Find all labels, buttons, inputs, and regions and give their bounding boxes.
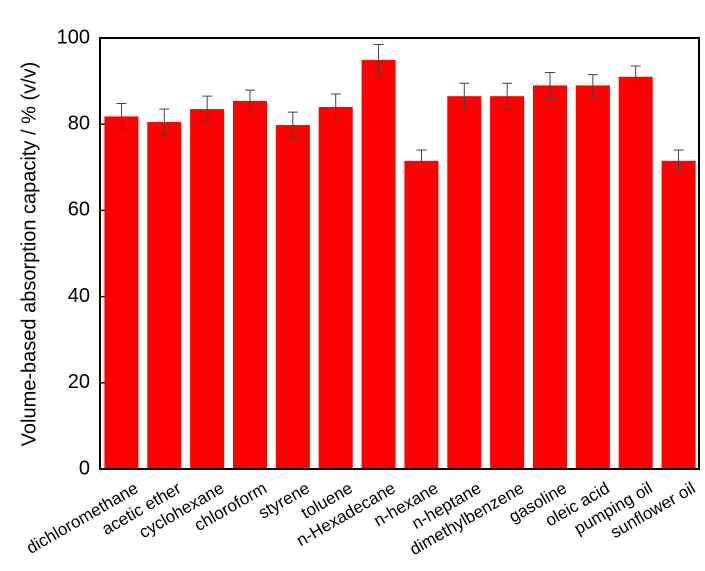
bar — [575, 85, 610, 469]
error-bar — [245, 89, 255, 113]
error-bar — [287, 111, 298, 139]
error-bar — [116, 103, 127, 130]
bar — [104, 116, 139, 469]
error-bar — [502, 82, 513, 110]
error-bar — [373, 43, 384, 76]
bar — [190, 109, 225, 470]
bar — [318, 106, 353, 470]
error-bar — [202, 95, 213, 123]
y-tick-label: 100 — [57, 26, 90, 48]
bar — [661, 160, 696, 469]
y-tick-label: 40 — [68, 285, 90, 307]
error-bar — [459, 82, 470, 110]
y-tick-label: 20 — [68, 371, 90, 393]
error-bar — [159, 108, 170, 136]
error-bar — [416, 149, 427, 173]
error-bar — [673, 149, 684, 173]
y-axis-label: Volume-based absorption capacity / % (v/… — [18, 62, 40, 447]
y-tick-label: 0 — [79, 457, 90, 479]
bar — [147, 122, 182, 470]
error-bar — [330, 93, 341, 121]
bar — [447, 96, 482, 469]
error-bar — [587, 74, 598, 97]
error-bar — [545, 71, 555, 99]
bar — [533, 85, 567, 469]
bar — [404, 160, 439, 469]
error-bar — [630, 65, 641, 89]
bar — [275, 125, 310, 469]
bar — [233, 100, 267, 470]
bar — [490, 96, 525, 469]
bar — [618, 76, 653, 469]
plot-frame — [99, 37, 700, 470]
y-tick-label: 60 — [68, 199, 90, 221]
bar — [361, 59, 396, 470]
y-tick-label: 80 — [68, 112, 90, 134]
